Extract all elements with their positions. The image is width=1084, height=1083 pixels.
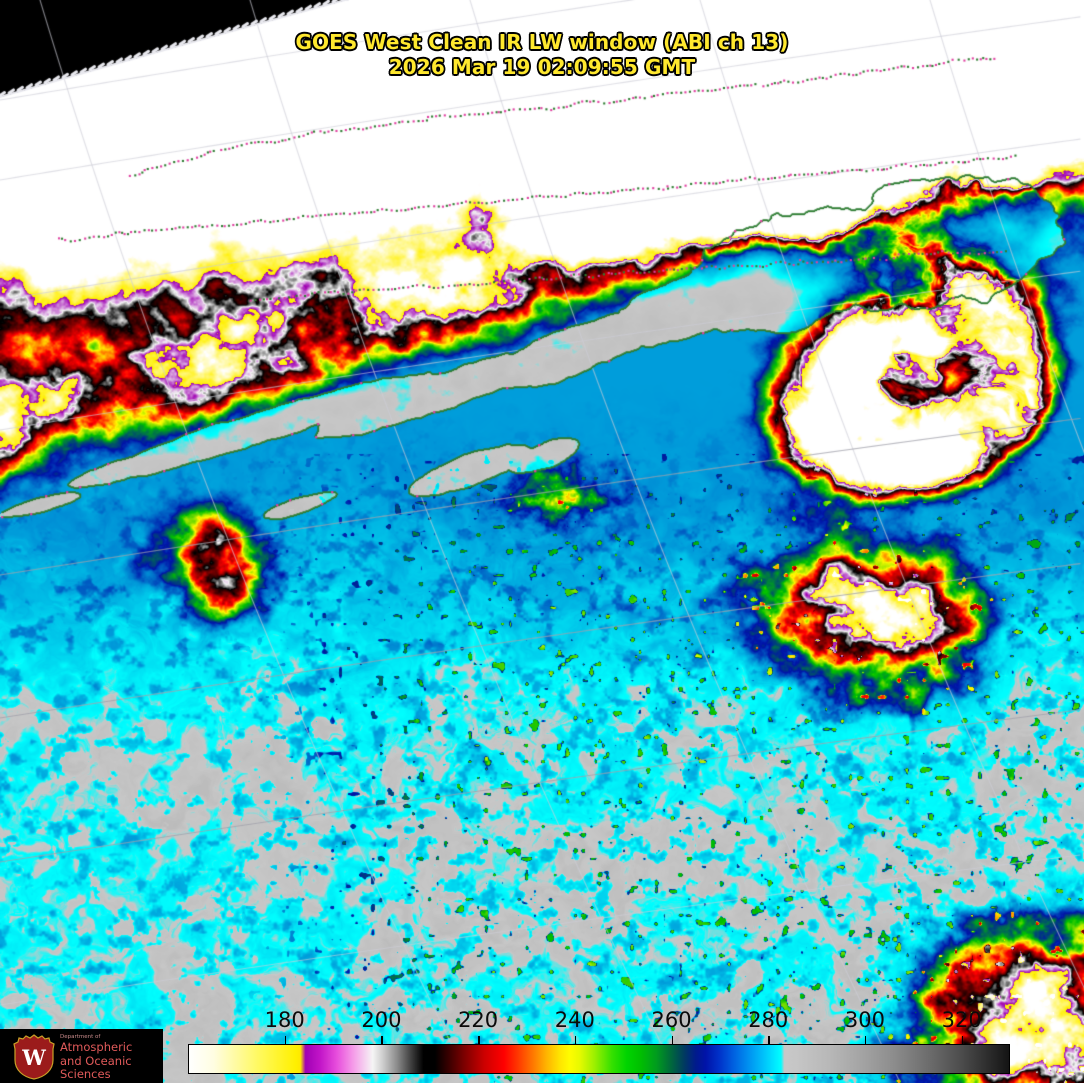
colorbar-label-200: 200 bbox=[361, 1008, 402, 1032]
uw-aos-logo-text: Department of Atmospheric and Oceanic Sc… bbox=[60, 1034, 162, 1081]
logo-department-label: Department of bbox=[60, 1034, 101, 1040]
colorbar-tick-300 bbox=[864, 1036, 867, 1047]
colorbar-tick-labels: 180 200 220 240 260 280 300 320 bbox=[0, 1006, 1084, 1036]
logo-oceanic-label: and Oceanic Sciences bbox=[60, 1053, 132, 1081]
colorbar-tick-200 bbox=[381, 1036, 383, 1047]
colorbar-tick-320 bbox=[961, 1036, 964, 1047]
colorbar-label-320: 320 bbox=[941, 1008, 982, 1032]
uw-crest-icon: W bbox=[13, 1034, 55, 1080]
colorbar-tick-marks bbox=[0, 1036, 1084, 1047]
colorbar-tick-220 bbox=[478, 1036, 480, 1047]
temperature-colorbar: 180 200 220 240 260 280 300 320 bbox=[0, 1006, 1084, 1083]
colorbar-label-220: 220 bbox=[458, 1008, 499, 1032]
colorbar-tick-280 bbox=[768, 1036, 770, 1047]
colorbar-gradient bbox=[188, 1044, 1010, 1074]
svg-text:W: W bbox=[21, 1045, 46, 1070]
colorbar-label-280: 280 bbox=[748, 1008, 789, 1032]
colorbar-label-180: 180 bbox=[264, 1008, 305, 1032]
colorbar-label-260: 260 bbox=[651, 1008, 692, 1032]
colorbar-tick-260 bbox=[671, 1036, 674, 1047]
logo-atmospheric-label: Atmospheric bbox=[60, 1040, 133, 1054]
colorbar-label-240: 240 bbox=[554, 1008, 595, 1032]
colorbar-tick-180 bbox=[284, 1036, 287, 1047]
colorbar-label-300: 300 bbox=[844, 1008, 885, 1032]
colorbar-tick-240 bbox=[574, 1036, 577, 1047]
uw-aos-logo: W Department of Atmospheric and Oceanic … bbox=[0, 1029, 163, 1083]
